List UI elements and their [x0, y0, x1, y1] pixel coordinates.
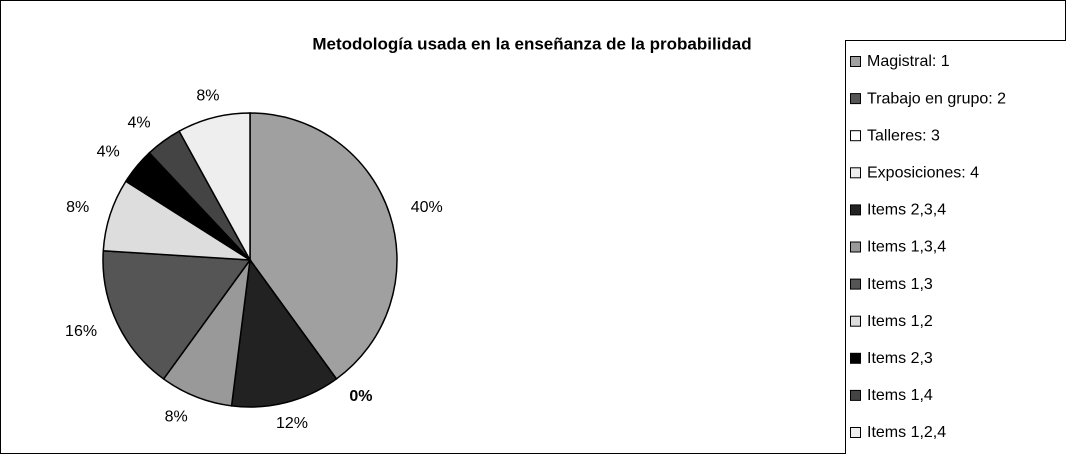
- legend-label: Items 1,3: [867, 276, 933, 293]
- chart-title: Metodología usada en la enseñanza de la …: [312, 34, 751, 53]
- data-label: 8%: [66, 199, 89, 216]
- legend-swatch: [851, 316, 861, 326]
- legend-label: Talleres: 3: [867, 127, 940, 144]
- legend-swatch: [851, 131, 861, 141]
- legend-label: Items 1,3,4: [867, 239, 946, 256]
- legend-swatch: [851, 242, 861, 252]
- legend-swatch: [851, 168, 861, 178]
- data-label: 8%: [165, 408, 188, 425]
- legend-label: Items 1,2: [867, 313, 933, 330]
- data-label: 0%: [349, 388, 372, 405]
- legend-swatch: [851, 353, 861, 363]
- legend-label: Items 1,4: [867, 387, 933, 404]
- legend-swatch: [851, 205, 861, 215]
- legend-label: Items 2,3,4: [867, 202, 946, 219]
- legend-label: Items 1,2,4: [867, 424, 946, 441]
- legend-swatch: [851, 57, 861, 67]
- data-label: 40%: [411, 199, 443, 216]
- legend-label: Magistral: 1: [867, 53, 950, 70]
- legend-swatch: [851, 279, 861, 289]
- legend-label: Exposiciones: 4: [867, 165, 979, 182]
- data-label: 8%: [196, 88, 219, 105]
- data-label: 4%: [97, 143, 120, 160]
- data-label: 12%: [276, 415, 308, 432]
- data-label: 16%: [65, 323, 97, 340]
- legend-swatch: [851, 94, 861, 104]
- legend-label: Items 2,3: [867, 350, 933, 367]
- legend-swatch: [851, 428, 861, 438]
- data-label: 4%: [128, 114, 151, 131]
- legend-label: Trabajo en grupo: 2: [867, 90, 1006, 107]
- legend-swatch: [851, 390, 861, 400]
